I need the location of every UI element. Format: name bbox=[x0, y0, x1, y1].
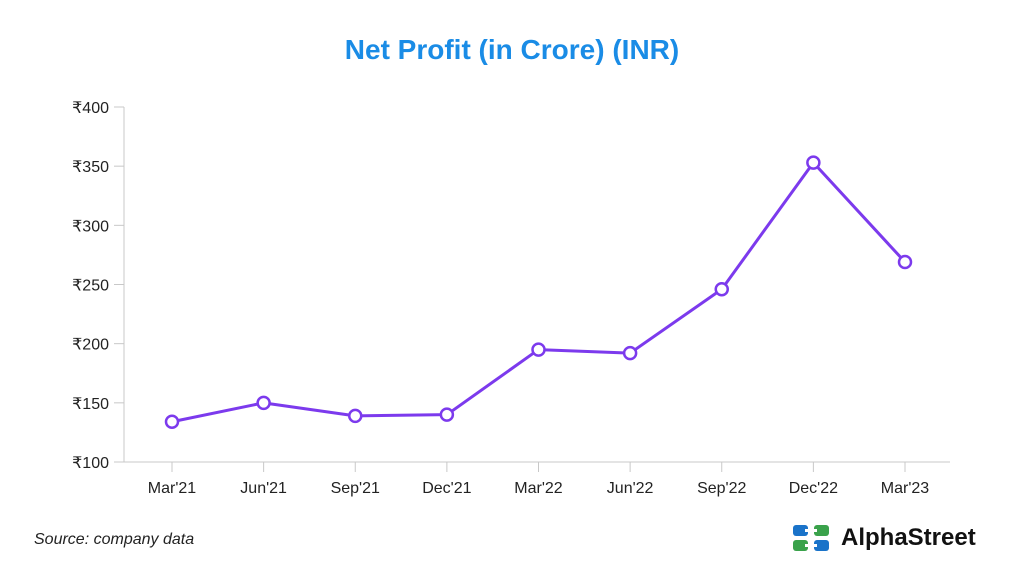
y-tick-label: ₹100 bbox=[72, 455, 109, 472]
y-tick-label: ₹200 bbox=[72, 337, 109, 354]
brand: AlphaStreet bbox=[793, 524, 976, 552]
x-tick-label: Jun'21 bbox=[240, 480, 287, 497]
y-tick-label: ₹400 bbox=[72, 100, 109, 117]
data-point bbox=[348, 408, 363, 424]
chart-axes bbox=[123, 107, 950, 463]
x-tick-label: Sep'22 bbox=[697, 480, 746, 497]
series-net-profit bbox=[164, 155, 913, 430]
x-tick-label: Jun'22 bbox=[607, 480, 654, 497]
data-point bbox=[806, 155, 821, 170]
series-line bbox=[171, 161, 907, 424]
y-tick-label: ₹150 bbox=[72, 396, 109, 413]
data-point bbox=[531, 342, 546, 357]
brand-name: AlphaStreet bbox=[841, 524, 976, 551]
data-point bbox=[897, 254, 913, 270]
data-point bbox=[622, 345, 638, 361]
y-tick-label: ₹250 bbox=[72, 278, 109, 295]
x-tick-label: Dec'21 bbox=[422, 480, 471, 497]
x-tick-label: Mar'23 bbox=[881, 480, 930, 497]
y-axis-ticks: ₹100 ₹150 ₹200 ₹250 ₹300 ₹350 ₹400 bbox=[72, 100, 124, 472]
chart-title: Net Profit (in Crore) (INR) bbox=[344, 34, 680, 65]
data-point bbox=[256, 395, 271, 411]
x-tick-label: Sep'21 bbox=[331, 480, 380, 497]
x-tick-label: Dec'22 bbox=[789, 480, 838, 497]
y-tick-label: ₹350 bbox=[72, 159, 109, 176]
data-point bbox=[439, 407, 455, 422]
x-axis-ticks: Mar'21 Jun'21 Sep'21 Dec'21 Mar'22 Jun'22 Sep'… bbox=[148, 462, 930, 497]
alphastreet-logo-icon bbox=[793, 525, 829, 551]
data-point bbox=[714, 281, 729, 297]
data-point bbox=[164, 414, 180, 430]
x-tick-label: Mar'21 bbox=[148, 480, 197, 497]
x-tick-label: Mar'22 bbox=[514, 480, 563, 497]
y-tick-label: ₹300 bbox=[72, 218, 109, 235]
source-note: Source: company data bbox=[34, 531, 195, 548]
